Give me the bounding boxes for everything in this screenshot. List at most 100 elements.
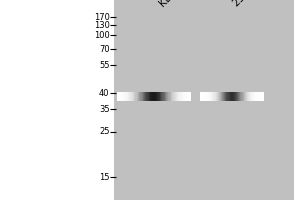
Bar [170,92,171,101]
Bar [220,92,221,101]
Bar [121,92,122,101]
Bar [253,92,255,101]
Text: 70: 70 [99,45,110,53]
Bar [237,92,238,101]
Bar [236,92,237,101]
Bar [177,92,178,101]
Bar [216,92,217,101]
Bar [229,92,230,101]
Bar [167,92,169,101]
Bar [140,92,142,101]
Bar [224,92,226,101]
Text: 15: 15 [99,172,110,182]
Bar [154,92,155,101]
Text: 25: 25 [99,128,110,136]
Bar [150,92,152,101]
Bar [172,92,174,101]
Bar [251,92,253,101]
Bar [169,92,170,101]
Bar [217,92,218,101]
Bar [128,92,130,101]
Bar [232,92,233,101]
Bar [166,92,167,101]
Bar [136,92,138,101]
Bar [239,92,241,101]
Bar [250,92,251,101]
Bar [207,92,208,101]
Bar [201,92,202,101]
Bar [162,92,164,101]
Bar [175,92,176,101]
Bar [151,92,153,101]
Bar [132,92,133,101]
Bar [223,92,224,101]
Bar [178,92,180,101]
Bar [221,92,222,101]
Bar [231,92,232,101]
Bar [181,92,182,101]
Bar [261,92,262,101]
Bar [202,92,203,101]
Bar [211,92,213,101]
Bar [205,92,206,101]
Bar [257,92,259,101]
Bar [262,92,263,101]
Bar [263,92,264,101]
Bar [212,92,214,101]
Bar [158,92,159,101]
Bar [139,92,141,101]
Bar [255,92,257,101]
Bar [188,92,190,101]
Bar [164,92,165,101]
Bar [256,92,258,101]
Bar [134,92,136,101]
Text: 35: 35 [99,104,110,114]
Bar [230,92,231,101]
Bar [118,92,120,101]
Bar [225,92,227,101]
Bar [145,92,147,101]
Bar [242,92,243,101]
Bar [238,92,240,101]
Bar [214,92,215,101]
Text: KB: KB [158,0,174,8]
Bar [184,92,186,101]
Bar [208,92,209,101]
Bar [160,92,161,101]
Bar [161,92,163,101]
Text: 170: 170 [94,12,109,21]
Bar [189,92,191,101]
Bar [214,92,216,101]
Bar [249,92,250,101]
Bar [146,92,148,101]
Bar [210,92,211,101]
Bar [165,92,166,101]
Bar [171,92,172,101]
Bar [133,92,134,101]
Bar [222,92,224,101]
Bar [149,92,150,101]
Text: 40: 40 [99,88,110,98]
Bar [247,92,248,101]
Bar [117,92,118,101]
Bar [138,92,140,101]
Bar [122,92,123,101]
Bar [127,92,128,101]
Bar [235,92,236,101]
Bar [206,92,207,101]
Bar [148,92,149,101]
Bar [182,92,184,101]
Bar [234,92,235,101]
Bar [183,92,185,101]
Bar [156,92,158,101]
Bar [219,92,220,101]
Bar [242,92,244,101]
Bar [143,92,144,101]
Bar [126,92,127,101]
Bar [226,92,228,101]
Bar [124,92,126,101]
Bar [114,0,294,200]
Text: 130: 130 [94,21,109,29]
Bar [248,92,249,101]
Bar [240,92,242,101]
